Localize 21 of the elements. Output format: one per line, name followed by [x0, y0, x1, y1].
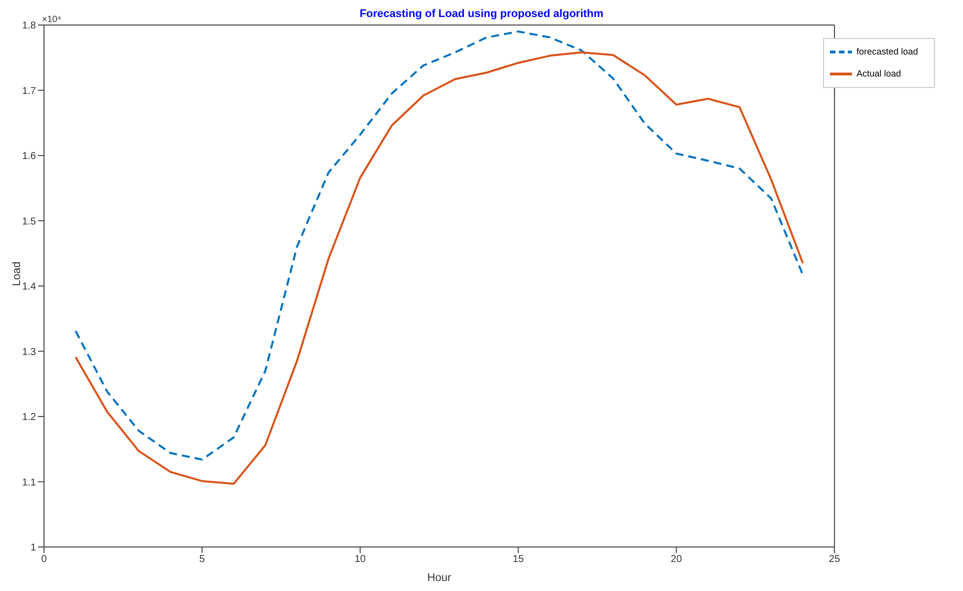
y-tick-label: 1.4 [22, 282, 36, 293]
y-axis-title: Load [10, 262, 23, 286]
chart-title: Forecasting of Load using proposed algorithm [360, 8, 604, 20]
x-axis-title: Hour [427, 572, 452, 584]
x-tick-label: 0 [41, 554, 48, 566]
x-tick-label: 20 [670, 554, 682, 566]
legend-label: Actual load [856, 68, 901, 78]
y-tick-label: 1.7 [22, 86, 36, 97]
y-tick-label: 1.1 [22, 477, 36, 488]
x-tick-label: 15 [512, 554, 524, 566]
y-tick-label: 1.8 [22, 20, 36, 32]
y-tick-label: 1.3 [22, 346, 36, 358]
y-tick-label: 1.6 [22, 151, 36, 162]
x-tick-label: 10 [354, 554, 366, 566]
legend-label: forecasted load [856, 46, 918, 56]
text: ×10⁴ [42, 14, 62, 24]
y-tick-label: 1.5 [22, 216, 36, 228]
y-tick-label: 1.2 [22, 412, 36, 424]
x-tick-label: 25 [828, 554, 840, 566]
x-tick-label: 5 [199, 554, 206, 566]
y-tick-label: 1 [30, 542, 36, 554]
